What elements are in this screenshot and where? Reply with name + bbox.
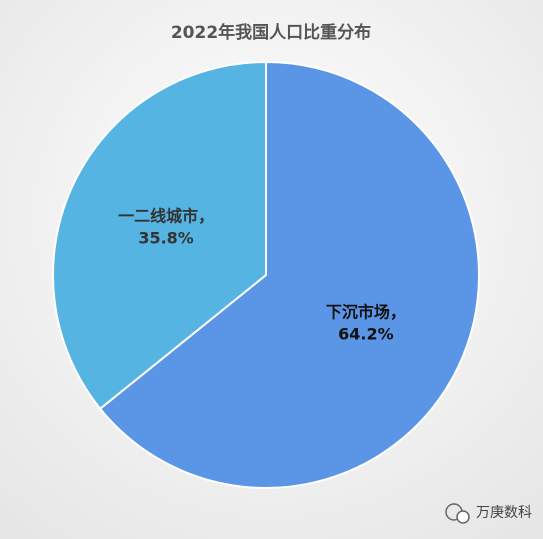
watermark-icon	[445, 503, 470, 524]
pie-slice	[98, 60, 480, 489]
watermark: 万庚数科	[476, 505, 532, 521]
slice-value-label: 35.8%	[138, 229, 194, 248]
slice-value-label: 64.2%	[338, 324, 394, 343]
slice-label: 一二线城市，	[118, 207, 214, 226]
slice-label: 下沉市场，	[326, 302, 406, 321]
chart-title: 2022年我国人口比重分布	[171, 22, 371, 43]
pie-slice	[52, 60, 267, 411]
